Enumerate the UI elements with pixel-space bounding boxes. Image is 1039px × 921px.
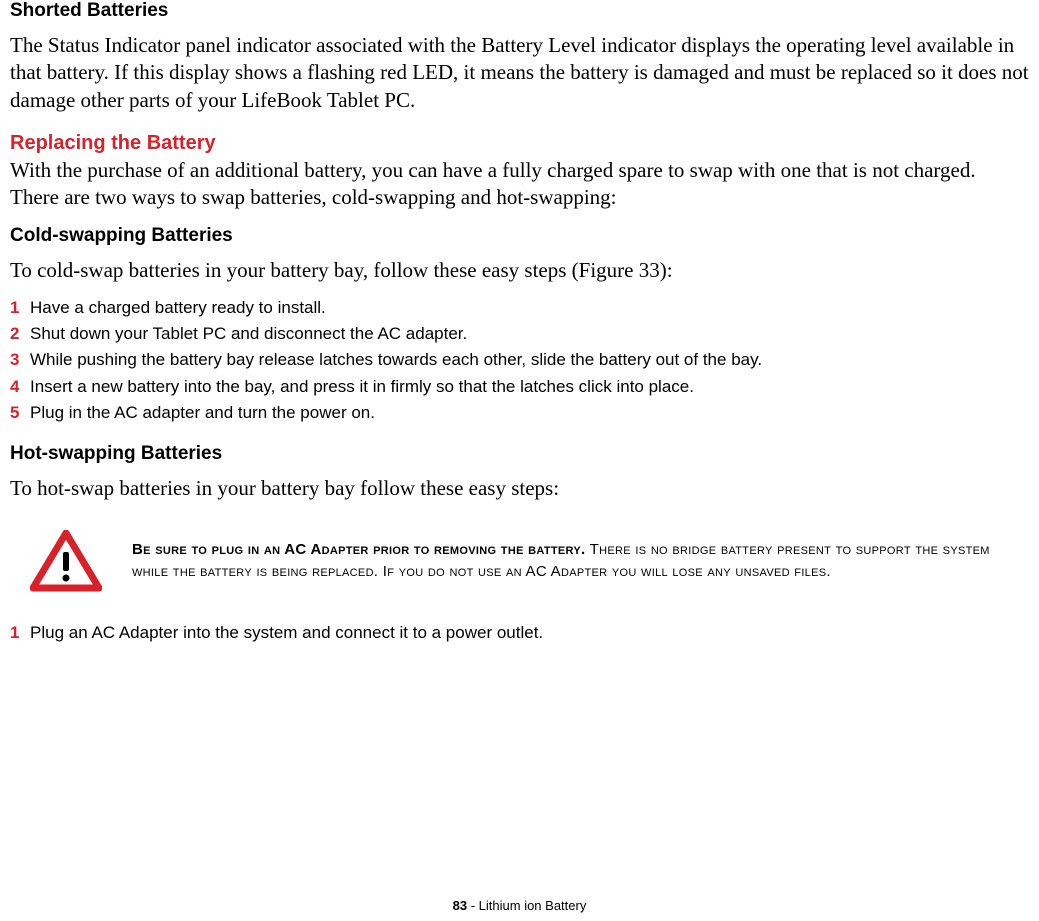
list-item: 4 Insert a new battery into the bay, and…	[10, 374, 1029, 400]
step-number: 1	[10, 295, 30, 321]
step-number: 2	[10, 321, 30, 347]
list-item: 5 Plug in the AC adapter and turn the po…	[10, 400, 1029, 426]
para-cold-body: To cold-swap batteries in your battery b…	[10, 257, 1029, 284]
para-hot-body: To hot-swap batteries in your battery ba…	[10, 475, 1029, 502]
step-number: 3	[10, 347, 30, 373]
footer-separator: -	[467, 898, 479, 913]
step-text: Have a charged battery ready to install.	[30, 295, 326, 321]
cold-swap-steps: 1 Have a charged battery ready to instal…	[10, 295, 1029, 427]
footer-title: Lithium ion Battery	[479, 898, 587, 913]
list-item: 2 Shut down your Tablet PC and disconnec…	[10, 321, 1029, 347]
step-text: Shut down your Tablet PC and disconnect …	[30, 321, 467, 347]
heading-hot-swapping: Hot-swapping Batteries	[10, 443, 1029, 465]
list-item: 1 Have a charged battery ready to instal…	[10, 295, 1029, 321]
list-item: 3 While pushing the battery bay release …	[10, 347, 1029, 373]
page-number: 83	[453, 898, 467, 913]
para-shorted-body: The Status Indicator panel indicator ass…	[10, 32, 1029, 114]
step-text: While pushing the battery bay release la…	[30, 347, 762, 373]
hot-swap-steps: 1 Plug an AC Adapter into the system and…	[10, 620, 1029, 646]
document-page: Shorted Batteries The Status Indicator p…	[0, 0, 1039, 921]
step-text: Insert a new battery into the bay, and p…	[30, 374, 694, 400]
list-item: 1 Plug an AC Adapter into the system and…	[10, 620, 1029, 646]
heading-replacing-battery: Replacing the Battery	[10, 132, 1029, 155]
step-number: 5	[10, 400, 30, 426]
page-footer: 83 - Lithium ion Battery	[0, 898, 1039, 913]
step-text: Plug in the AC adapter and turn the powe…	[30, 400, 375, 426]
step-text: Plug an AC Adapter into the system and c…	[30, 620, 543, 646]
warning-lead: Be sure to plug in an AC Adapter prior t…	[132, 541, 585, 558]
warning-icon	[30, 530, 102, 592]
warning-text: Be sure to plug in an AC Adapter prior t…	[132, 539, 1029, 583]
heading-shorted-batteries: Shorted Batteries	[10, 0, 1029, 22]
warning-callout: Be sure to plug in an AC Adapter prior t…	[30, 530, 1029, 592]
heading-cold-swapping: Cold-swapping Batteries	[10, 225, 1029, 247]
para-replacing-body: With the purchase of an additional batte…	[10, 157, 1029, 212]
step-number: 1	[10, 620, 30, 646]
step-number: 4	[10, 374, 30, 400]
